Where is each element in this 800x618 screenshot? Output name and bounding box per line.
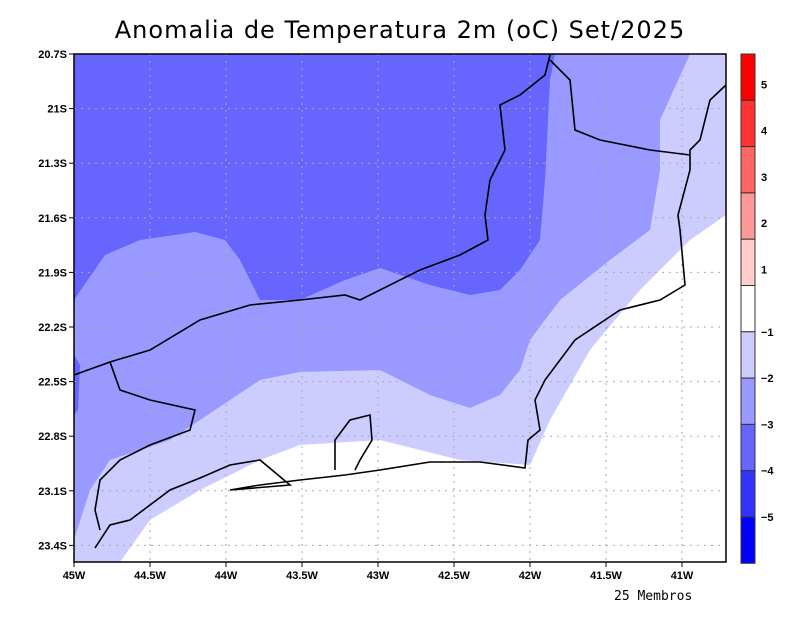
map-frame xyxy=(73,53,727,563)
map-title: Anomalia de Temperatura 2m (oC) Set/2025 xyxy=(114,16,686,44)
colorbar-swatch xyxy=(740,377,756,425)
state-border-mg-rj xyxy=(74,54,551,376)
lon-tick-label: 42W xyxy=(519,570,542,582)
colorbar-label: −2 xyxy=(761,373,774,385)
lon-tick-label: 41W xyxy=(671,570,694,582)
state-border-es-rj xyxy=(549,59,691,156)
colorbar-label: 4 xyxy=(761,126,768,138)
guanabara-bay xyxy=(334,413,373,471)
lon-tick-label: 44.5W xyxy=(134,570,166,582)
coastline-and-borders xyxy=(74,54,726,549)
lat-tick-label: 23.1S xyxy=(38,486,67,498)
colorbar-swatch xyxy=(740,423,756,472)
graticule xyxy=(74,54,726,562)
lon-tick-label: 45W xyxy=(63,570,86,582)
lat-tick-label: 21.3S xyxy=(38,158,67,170)
axis-ticks: 20.7S 21S 21.3S 21.6S 21.9S 22.2S 22.5S 22.8S 23… xyxy=(38,49,694,582)
lon-tick-label: 44W xyxy=(215,570,238,582)
colorbar-label: −1 xyxy=(761,327,774,339)
coastline xyxy=(94,84,726,549)
colorbar-swatch xyxy=(740,470,756,518)
colorbar-swatch xyxy=(740,192,756,240)
colorbar-label: 5 xyxy=(761,79,767,91)
colorbar-label: −4 xyxy=(761,466,774,478)
lon-tick-label: 42.5W xyxy=(438,570,470,582)
lat-tick-label: 23.4S xyxy=(38,540,67,552)
lon-tick-label: 43.5W xyxy=(286,570,318,582)
colorbar-swatch xyxy=(740,516,756,564)
ensemble-members-label: 25 Membros xyxy=(614,589,693,604)
colorbar-swatch xyxy=(740,331,756,379)
lon-tick-label: 43W xyxy=(367,570,390,582)
colorbar-swatch xyxy=(740,285,756,333)
colorbar-label: −3 xyxy=(761,419,774,431)
lat-tick-label: 21.9S xyxy=(38,267,67,279)
colorbar-swatch xyxy=(740,238,756,286)
lat-tick-label: 21.6S xyxy=(38,213,67,225)
lon-tick-label: 41.5W xyxy=(590,570,622,582)
colorbar-label: 1 xyxy=(761,265,767,277)
lat-tick-label: 22.2S xyxy=(38,322,67,334)
colorbar-label: 2 xyxy=(761,218,767,230)
anomaly-band-minus3-minus4 xyxy=(74,54,555,300)
lat-tick-label: 20.7S xyxy=(38,49,67,61)
lat-tick-label: 22.5S xyxy=(38,377,67,389)
anomaly-band-minus3-minus4-west xyxy=(74,355,80,415)
colorbar-label: −5 xyxy=(761,512,774,524)
colorbar: 5 4 3 2 1 −1 −2 −3 −4 −5 xyxy=(740,53,774,564)
lat-tick-label: 22.8S xyxy=(38,431,67,443)
colorbar-swatch xyxy=(740,53,756,101)
colorbar-swatch xyxy=(740,99,756,148)
state-border-sp-rj xyxy=(94,361,196,531)
colorbar-label: 3 xyxy=(761,172,767,184)
colorbar-swatch xyxy=(740,146,756,194)
lat-tick-label: 21S xyxy=(47,104,67,116)
